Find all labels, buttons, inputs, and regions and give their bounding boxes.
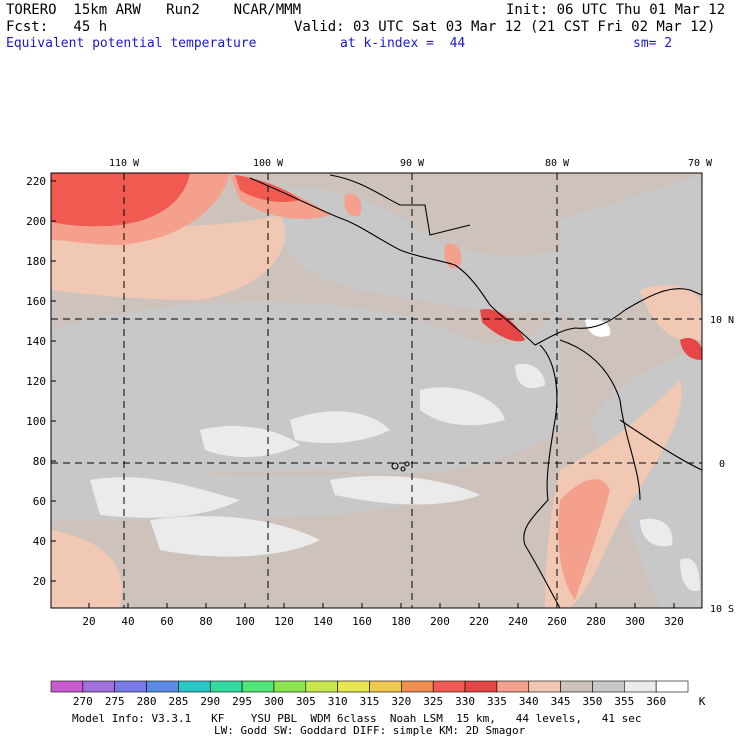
legend-value: 325 — [423, 695, 443, 708]
legend-value: 270 — [73, 695, 93, 708]
x-tick-label: 100 — [235, 615, 255, 628]
legend-value: 285 — [168, 695, 188, 708]
longitude-label: 110 W — [109, 158, 140, 169]
legend-value: 330 — [455, 695, 475, 708]
y-tick-label: 100 — [26, 415, 46, 428]
legend-swatch — [401, 680, 434, 693]
latitude-label: 10 S — [710, 604, 734, 615]
legend-swatch — [50, 680, 84, 693]
legend-value: 310 — [328, 695, 348, 708]
latitude-label: 0 — [719, 459, 725, 470]
legend-swatch — [146, 680, 179, 693]
x-tick-label: 220 — [469, 615, 489, 628]
legend-value: 300 — [264, 695, 284, 708]
field-shading — [51, 173, 702, 608]
y-tick-label: 40 — [33, 535, 46, 548]
legend-swatch — [178, 680, 211, 693]
plot-frame — [50, 172, 703, 609]
x-tick-label: 160 — [352, 615, 372, 628]
latitude-label: 10 N — [710, 315, 734, 326]
x-tick-label: 80 — [199, 615, 212, 628]
x-tick-label: 60 — [160, 615, 173, 628]
longitude-label: 70 W — [688, 158, 713, 169]
x-tick-label: 280 — [586, 615, 606, 628]
y-tick-label: 140 — [26, 335, 46, 348]
legend-swatch — [623, 680, 657, 693]
x-tick-label: 300 — [625, 615, 645, 628]
y-tick-label: 200 — [26, 215, 46, 228]
legend-swatch — [241, 680, 275, 693]
legend-swatch — [114, 680, 147, 693]
y-tick-label: 180 — [26, 255, 46, 268]
x-tick-label: 20 — [82, 615, 95, 628]
y-tick-label: 20 — [33, 575, 46, 588]
y-tick-label: 120 — [26, 375, 46, 388]
model-info: Model Info: V3.3.1 KF YSU PBL WDM 6class… — [72, 712, 642, 725]
legend-swatch — [464, 680, 498, 693]
legend-value: 290 — [200, 695, 220, 708]
x-tick-label: 140 — [313, 615, 333, 628]
legend-swatch — [592, 680, 625, 693]
longitude-labels: 110 W 100 W 90 W 80 W 70 W — [109, 158, 713, 169]
legend-value: 320 — [391, 695, 411, 708]
legend-value: 305 — [296, 695, 316, 708]
legend-value: 295 — [232, 695, 252, 708]
field-name: Equivalent potential temperature — [6, 36, 257, 51]
level-label: at k-index = 44 — [340, 36, 466, 51]
longitude-label: 80 W — [545, 158, 570, 169]
valid-time: Valid: 03 UTC Sat 03 Mar 12 (21 CST Fri … — [294, 19, 716, 35]
y-tick-label: 60 — [33, 495, 46, 508]
legend-value: 360 — [646, 695, 666, 708]
legend-value: 355 — [614, 695, 634, 708]
physics-info: LW: Godd SW: Goddard DIFF: simple KM: 2D… — [214, 724, 526, 737]
legend-swatch — [496, 680, 530, 693]
legend-unit: K — [699, 695, 706, 708]
legend-swatch — [337, 680, 370, 693]
color-legend: 270 275 280 285 290 295 300 305 310 315 320 325 330 3… — [50, 680, 706, 708]
x-tick-label: 240 — [508, 615, 528, 628]
x-tick-label: 120 — [274, 615, 294, 628]
title-left: TORERO 15km ARW Run2 NCAR/MMM — [6, 2, 302, 18]
longitude-label: 100 W — [253, 158, 284, 169]
legend-value: 280 — [137, 695, 157, 708]
legend-swatch — [655, 680, 689, 693]
x-axis: 20 40 60 80 100 120 140 160 180 200 220 240 260 280 30… — [82, 603, 684, 628]
x-tick-label: 260 — [547, 615, 567, 628]
latitude-labels: 10 N 0 10 S — [710, 315, 734, 615]
y-tick-label: 80 — [33, 455, 46, 468]
y-axis: 220 200 180 160 140 120 100 80 60 40 20 — [26, 175, 56, 588]
y-tick-label: 220 — [26, 175, 46, 188]
legend-swatch — [305, 680, 338, 693]
legend-swatch — [528, 680, 561, 693]
legend-swatch — [82, 680, 115, 693]
legend-swatch — [432, 680, 466, 693]
legend-swatch — [209, 680, 243, 693]
lat-lon-grid — [51, 173, 702, 608]
forecast-hour: Fcst: 45 h — [6, 19, 108, 35]
legend-value: 315 — [360, 695, 380, 708]
legend-value: 340 — [519, 695, 539, 708]
y-tick-label: 160 — [26, 295, 46, 308]
init-time: Init: 06 UTC Thu 01 Mar 12 — [506, 2, 726, 18]
x-tick-label: 320 — [664, 615, 684, 628]
legend-value: 335 — [487, 695, 507, 708]
x-tick-label: 180 — [391, 615, 411, 628]
smoothing-label: sm= 2 — [633, 36, 673, 51]
legend-swatch — [369, 680, 402, 693]
legend-value: 275 — [105, 695, 125, 708]
longitude-label: 90 W — [400, 158, 425, 169]
x-tick-label: 200 — [430, 615, 450, 628]
legend-value: 345 — [551, 695, 571, 708]
legend-swatch — [560, 680, 593, 693]
legend-swatch — [273, 680, 307, 693]
x-tick-label: 40 — [121, 615, 134, 628]
legend-value: 350 — [583, 695, 603, 708]
